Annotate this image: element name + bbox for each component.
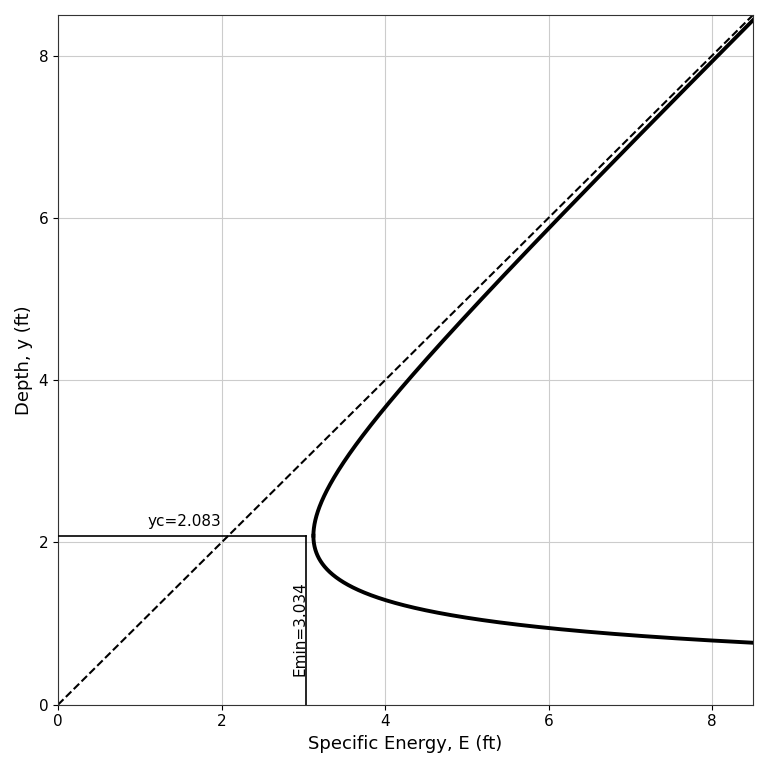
Y-axis label: Depth, y (ft): Depth, y (ft)	[15, 305, 33, 415]
Text: yc=2.083: yc=2.083	[148, 515, 222, 529]
X-axis label: Specific Energy, E (ft): Specific Energy, E (ft)	[309, 735, 502, 753]
Text: Emin=3.034: Emin=3.034	[292, 581, 307, 676]
